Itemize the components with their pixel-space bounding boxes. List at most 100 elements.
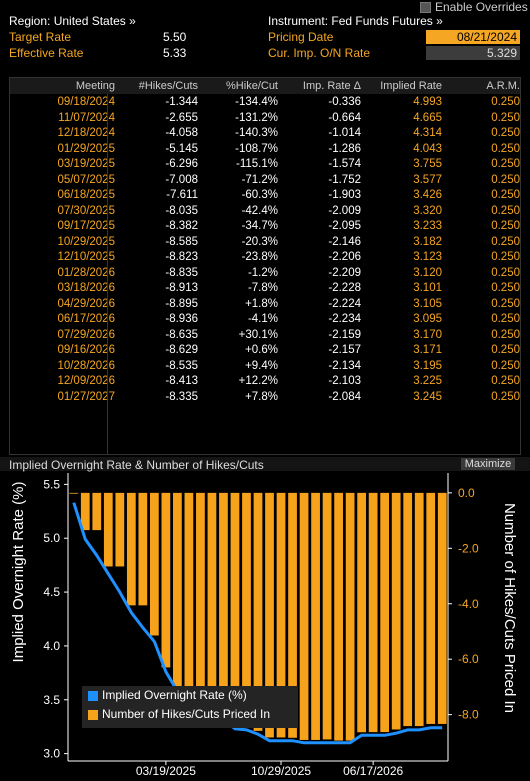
enable-overrides-label: Enable Overrides bbox=[435, 0, 528, 14]
value-cell: -2.084 bbox=[328, 390, 361, 403]
series-line-implied-rate bbox=[72, 502, 443, 745]
table-row[interactable]: 09/18/2024 -1.344 -134.4% -0.336 4.993 0.250 bbox=[10, 94, 520, 110]
pricing-date-input[interactable]: 08/21/2024 bbox=[426, 30, 520, 44]
value-cell: -2.146 bbox=[328, 235, 361, 248]
bar bbox=[149, 492, 159, 636]
value-cell: 0.250 bbox=[491, 235, 520, 248]
meeting-date-cell: 10/28/2026 bbox=[57, 359, 115, 372]
y-tick-label: 4.5 bbox=[43, 585, 60, 599]
meetings-table: Meeting #Hikes/Cuts %Hike/Cut Imp. Rate Δ Im… bbox=[9, 77, 521, 455]
meeting-date-cell: 03/18/2026 bbox=[57, 282, 115, 294]
table-row[interactable]: 01/27/2027 -8.335 +7.8% -2.084 3.245 0.250 bbox=[10, 389, 520, 405]
bar bbox=[253, 492, 263, 731]
value-cell: -7.611 bbox=[166, 189, 198, 201]
column-header[interactable]: Imp. Rate Δ bbox=[302, 80, 361, 92]
table-row[interactable]: 12/09/2026 -8.413 +12.2% -2.103 3.225 0.250 bbox=[10, 373, 520, 389]
value-cell: +7.8% bbox=[245, 390, 278, 403]
table-row[interactable]: 06/18/2025 -7.611 -60.3% -1.903 3.426 0.250 bbox=[10, 187, 520, 203]
y-tick-label: 5.0 bbox=[43, 531, 60, 545]
value-cell: -1.752 bbox=[328, 173, 361, 186]
region-selector[interactable]: Region: United States » bbox=[9, 14, 136, 28]
column-header[interactable]: A.R.M. bbox=[486, 80, 520, 92]
column-header[interactable]: %Hike/Cut bbox=[226, 80, 278, 92]
overnight-rate-input[interactable]: 5.329 bbox=[426, 46, 520, 60]
value-cell: -4.1% bbox=[247, 313, 278, 325]
value-cell: 0.250 bbox=[491, 158, 520, 170]
value-cell: -20.3% bbox=[241, 235, 278, 248]
table-row[interactable]: 09/17/2025 -8.382 -34.7% -2.095 3.233 0.250 bbox=[10, 218, 520, 234]
table-row[interactable]: 03/19/2025 -6.296 -115.1% -1.574 3.755 0.250 bbox=[10, 156, 520, 172]
value-cell: 0.250 bbox=[491, 359, 520, 372]
enable-overrides[interactable]: Enable Overrides bbox=[420, 0, 528, 14]
meeting-date-cell: 06/17/2026 bbox=[57, 313, 115, 325]
table-row[interactable]: 03/18/2026 -8.913 -7.8% -2.228 3.101 0.250 bbox=[10, 280, 520, 296]
table-row[interactable]: 10/29/2025 -8.585 -20.3% -2.146 3.182 0.250 bbox=[10, 234, 520, 250]
value-cell: -34.7% bbox=[241, 220, 278, 232]
value-cell: -2.234 bbox=[328, 313, 361, 325]
target-rate-label: Target Rate bbox=[9, 30, 72, 44]
meeting-date-cell: 09/16/2026 bbox=[57, 344, 115, 356]
table-row[interactable]: 11/07/2024 -2.655 -131.2% -0.664 4.665 0.250 bbox=[10, 110, 520, 126]
value-cell: 4.314 bbox=[413, 127, 442, 139]
column-header[interactable]: Meeting bbox=[75, 80, 115, 92]
value-cell: -8.585 bbox=[165, 235, 198, 248]
y-tick-label: 4.0 bbox=[43, 639, 60, 653]
y2-axis-label: Number of Hikes/Cuts Priced In bbox=[501, 502, 518, 714]
value-cell: -7.008 bbox=[165, 173, 198, 186]
table-row[interactable]: 01/29/2025 -5.145 -108.7% -1.286 4.043 0.250 bbox=[10, 141, 520, 157]
table-row[interactable]: 10/28/2026 -8.535 +9.4% -2.134 3.195 0.250 bbox=[10, 358, 520, 374]
meeting-date-cell: 05/07/2025 bbox=[57, 173, 115, 186]
value-cell: -8.823 bbox=[165, 251, 198, 263]
value-cell: -8.629 bbox=[165, 344, 198, 356]
value-cell: 0.250 bbox=[491, 282, 520, 294]
bar bbox=[334, 492, 343, 741]
bar bbox=[207, 492, 217, 704]
meeting-date-cell: 11/07/2024 bbox=[58, 111, 115, 124]
y2-tick-label: -8.0 bbox=[458, 708, 479, 722]
value-cell: -1.2% bbox=[247, 266, 278, 279]
table-row[interactable]: 04/29/2026 -8.895 +1.8% -2.224 3.105 0.250 bbox=[10, 296, 520, 312]
bar bbox=[126, 492, 136, 606]
value-cell: 0.250 bbox=[491, 390, 520, 403]
bar bbox=[357, 492, 367, 733]
value-cell: -8.413 bbox=[165, 375, 198, 387]
checkbox[interactable] bbox=[420, 2, 431, 14]
bar bbox=[345, 492, 355, 741]
value-cell: 0.250 bbox=[491, 111, 520, 124]
value-cell: 3.195 bbox=[413, 359, 442, 372]
value-cell: 3.171 bbox=[413, 344, 442, 356]
value-cell: -8.335 bbox=[165, 390, 198, 403]
value-cell: 4.993 bbox=[413, 96, 442, 108]
table-row[interactable]: 05/07/2025 -7.008 -71.2% -1.752 3.577 0.250 bbox=[10, 172, 520, 188]
table-row[interactable]: 06/17/2026 -8.936 -4.1% -2.234 3.095 0.250 bbox=[10, 311, 520, 327]
value-cell: -8.913 bbox=[165, 282, 198, 294]
y2-tick-label: -2.0 bbox=[458, 541, 479, 555]
column-header[interactable]: #Hikes/Cuts bbox=[138, 80, 198, 92]
meeting-date-cell: 12/18/2024 bbox=[57, 127, 115, 139]
column-header[interactable]: Implied Rate bbox=[380, 80, 442, 92]
bar bbox=[414, 492, 424, 727]
value-cell: -8.635 bbox=[165, 328, 198, 341]
meeting-date-cell: 07/29/2026 bbox=[57, 328, 115, 341]
bar bbox=[184, 492, 194, 688]
value-cell: 4.665 bbox=[413, 111, 442, 124]
table-row[interactable]: 12/18/2024 -4.058 -140.3% -1.014 4.314 0.250 bbox=[10, 125, 520, 141]
table-row[interactable]: 07/30/2025 -8.035 -42.4% -2.009 3.320 0.250 bbox=[10, 203, 520, 219]
maximize-button[interactable]: Maximize bbox=[461, 458, 515, 470]
value-cell: -71.2% bbox=[241, 173, 278, 186]
chart-panel-bar bbox=[0, 457, 530, 471]
value-cell: 0.250 bbox=[491, 266, 520, 279]
bar bbox=[242, 492, 251, 726]
table-row[interactable]: 12/10/2025 -8.823 -23.8% -2.206 3.123 0.250 bbox=[10, 249, 520, 265]
bar bbox=[80, 492, 90, 531]
value-cell: -131.2% bbox=[235, 111, 278, 124]
value-cell: 3.577 bbox=[413, 173, 442, 186]
value-cell: -115.1% bbox=[236, 158, 278, 170]
table-row[interactable]: 01/28/2026 -8.835 -1.2% -2.209 3.120 0.250 bbox=[10, 265, 520, 281]
table-row[interactable]: 07/29/2026 -8.635 +30.1% -2.159 3.170 0.250 bbox=[10, 327, 520, 343]
instrument-selector[interactable]: Instrument: Fed Funds Futures » bbox=[268, 14, 443, 28]
chart-legend: Implied Overnight Rate (%) Number of Hik… bbox=[82, 686, 298, 728]
value-cell: -2.209 bbox=[328, 266, 361, 279]
table-row[interactable]: 09/16/2026 -8.629 +0.6% -2.157 3.171 0.250 bbox=[10, 342, 520, 358]
meeting-date-cell: 06/18/2025 bbox=[57, 189, 115, 201]
